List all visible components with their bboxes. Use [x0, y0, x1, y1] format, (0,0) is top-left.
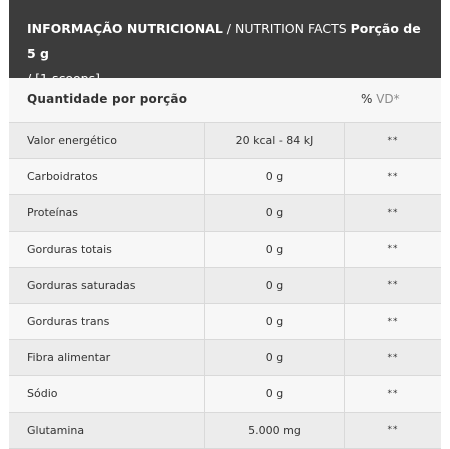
table-row: Gorduras trans 0 g **: [9, 303, 441, 341]
percent-symbol: %: [361, 92, 373, 106]
nutrient-name: Sódio: [9, 376, 205, 412]
nutrient-name: Proteínas: [9, 195, 205, 231]
nutrient-name: Glutamina: [9, 412, 205, 448]
table-row: Proteínas 0 g **: [9, 195, 441, 232]
nutrient-daily-value: **: [387, 316, 399, 327]
quantity-per-portion-label: Quantidade por porção: [27, 92, 188, 106]
nutrient-daily-value: **: [387, 425, 399, 436]
nutrition-header: INFORMAÇÃO NUTRICIONAL / NUTRITION FACTS…: [9, 0, 441, 86]
nutrient-value: 0 g: [205, 267, 345, 303]
header-subtitle: / NUTRITION FACTS: [222, 21, 351, 36]
nutrient-value: 20 kcal - 84 kJ: [205, 123, 345, 159]
nutrient-value: 0 g: [205, 231, 345, 267]
nutrient-name: Valor energético: [9, 123, 205, 159]
header-portion: Porção de 5 g: [27, 21, 421, 61]
nutrient-value: 0 g: [205, 159, 345, 195]
vd-text: VD*: [372, 92, 400, 106]
nutrient-value: 5.000 mg: [205, 412, 345, 448]
nutrient-name: Gorduras trans: [9, 303, 205, 340]
nutrient-daily-value: **: [387, 135, 399, 146]
table-row: Fibra alimentar 0 g **: [9, 340, 441, 377]
table-row: Valor energético 20 kcal - 84 kJ **: [9, 123, 441, 160]
nutrient-value: 0 g: [205, 340, 345, 376]
table-row: Gorduras totais 0 g **: [9, 231, 441, 268]
nutrient-name: Carboidratos: [9, 159, 205, 195]
daily-value-label: % VD*: [361, 92, 400, 106]
table-row: Gorduras saturadas 0 g **: [9, 267, 441, 304]
nutrient-value: 0 g: [205, 376, 345, 412]
header-line-1: INFORMAÇÃO NUTRICIONAL / NUTRITION FACTS…: [27, 16, 427, 66]
nutrient-daily-value: **: [387, 352, 399, 363]
nutrient-daily-value: **: [387, 171, 399, 182]
table-row: Sódio 0 g **: [9, 376, 441, 413]
nutrient-value: 0 g: [205, 195, 345, 231]
table-row: Carboidratos 0 g **: [9, 159, 441, 196]
header-title: INFORMAÇÃO NUTRICIONAL: [27, 21, 223, 36]
nutrient-name: Fibra alimentar: [9, 340, 205, 376]
table-subheader: Quantidade por porção % VD*: [9, 78, 441, 123]
table-row: Glutamina 5.000 mg **: [9, 412, 441, 449]
nutrient-daily-value: **: [387, 244, 399, 255]
nutrition-table: Valor energético 20 kcal - 84 kJ ** Carb…: [9, 123, 441, 449]
nutrient-daily-value: **: [387, 207, 399, 218]
nutrient-daily-value: **: [387, 388, 399, 399]
nutrient-name: Gorduras totais: [9, 231, 205, 267]
nutrient-daily-value: **: [387, 280, 399, 291]
nutrient-name: Gorduras saturadas: [9, 267, 205, 303]
nutrient-value: 0 g: [205, 303, 345, 340]
